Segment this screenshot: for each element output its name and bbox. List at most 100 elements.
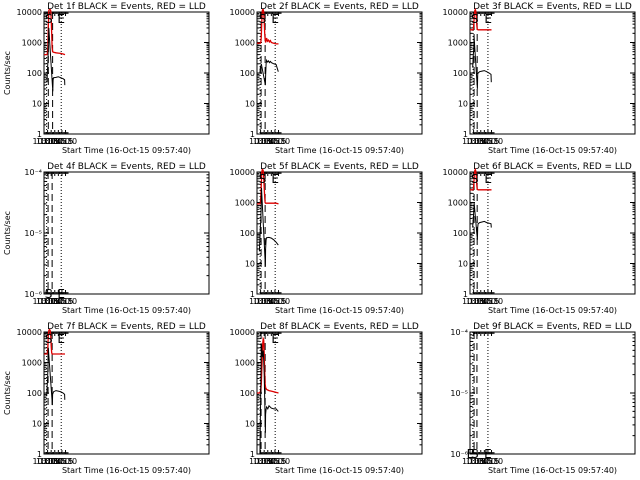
y-tick-label: 1 [463, 290, 468, 299]
y-axis-label: Counts/sec [3, 51, 12, 95]
y-tick-label: 100 [240, 69, 255, 78]
plot-frame [469, 171, 636, 295]
y-tick-label: 100 [240, 229, 255, 238]
marker-s: S [45, 332, 53, 346]
y-tick-label: 1 [463, 130, 468, 139]
x-tick-label: 11:30 [480, 457, 503, 466]
x-tick-label: 10:30 [253, 297, 276, 306]
x-tick-label: 10:15 [36, 457, 59, 466]
marker-e: E [484, 447, 492, 461]
y-tick-label: 10 [32, 420, 42, 429]
plot-frame [256, 11, 423, 135]
y-tick-label: 10⁻⁴ [450, 328, 468, 337]
x-tick-label: 10:45 [43, 297, 66, 306]
x-tick-label: 10:00 [32, 137, 55, 146]
x-tick-label: 10:00 [32, 457, 55, 466]
x-tick-label: 11:00 [47, 457, 70, 466]
y-tick-label: 10000 [443, 168, 468, 177]
x-tick-label: 11:00 [260, 457, 283, 466]
events-series-line [259, 58, 279, 86]
panel-8: Det 8f BLACK = Events, RED = LLD 10:1510:… [230, 322, 423, 475]
x-tick-label: 10:15 [462, 457, 485, 466]
x-tick-label: 11:30 [267, 457, 290, 466]
panel-title: Det 8f BLACK = Events, RED = LLD [260, 322, 419, 332]
x-tick-label: 10:45 [256, 137, 279, 146]
x-tick-label: 11:15 [263, 137, 286, 146]
y-tick-label: 100 [240, 389, 255, 398]
x-axis-label: Start Time (16-Oct-15 09:57:40) [488, 466, 617, 475]
panel-7: Det 7f BLACK = Events, RED = LLD 10:0010:… [3, 322, 210, 475]
x-tick-label: 10:15 [462, 137, 485, 146]
x-tick-label: 10:15 [36, 137, 59, 146]
panel-title: Det 1f BLACK = Events, RED = LLD [47, 2, 206, 12]
y-tick-label: 10 [32, 100, 42, 109]
y-tick-label: 10000 [230, 8, 255, 17]
x-tick-label: 10:45 [469, 457, 492, 466]
y-tick-label: 1000 [448, 39, 468, 48]
y-tick-label: 100 [27, 389, 42, 398]
x-tick-label: 10:30 [40, 297, 63, 306]
x-tick-label: 11:00 [47, 137, 70, 146]
x-tick-label: 10:15 [462, 297, 485, 306]
y-tick-label: 10 [245, 420, 255, 429]
x-tick-label: 11:00 [473, 297, 496, 306]
events-series-line [259, 344, 279, 454]
x-tick-label: 11:00 [473, 137, 496, 146]
y-tick-label: 1 [37, 130, 42, 139]
x-tick-label: 10:30 [466, 137, 489, 146]
panel-9: Det 9f BLACK = Events, RED = LLD 10:1510:… [450, 322, 636, 475]
marker-e: E [271, 332, 279, 346]
x-axis-label: Start Time (16-Oct-15 09:57:40) [488, 146, 617, 155]
marker-e: E [484, 172, 492, 186]
lld-series-line [44, 328, 65, 355]
x-tick-label: 10:00 [32, 297, 55, 306]
events-series-line [46, 27, 66, 92]
lld-series-line [257, 8, 279, 45]
x-tick-label: 10:15 [249, 137, 272, 146]
marker-s: S [259, 172, 267, 186]
panel-6: Det 6f BLACK = Events, RED = LLD 10:1510:… [443, 162, 636, 315]
panel-2: Det 2f BLACK = Events, RED = LLD 10:1510:… [230, 2, 423, 155]
y-axis-label: Counts/sec [3, 211, 12, 255]
x-tick-label: 11:30 [54, 297, 77, 306]
x-tick-label: 11:30 [54, 137, 77, 146]
panel-title: Det 6f BLACK = Events, RED = LLD [473, 162, 632, 172]
y-tick-label: 1 [37, 450, 42, 459]
marker-e: E [467, 447, 475, 461]
y-tick-label: 10⁻⁶ [450, 450, 468, 459]
lld-series-line [470, 7, 492, 31]
x-axis-label: Start Time (16-Oct-15 09:57:40) [62, 466, 191, 475]
y-tick-label: 100 [27, 69, 42, 78]
x-tick-label: 10:45 [256, 297, 279, 306]
plot-frame [256, 171, 423, 295]
y-tick-label: 10⁻⁵ [450, 389, 468, 398]
x-tick-label: 11:30 [267, 137, 290, 146]
marker-s: S [45, 287, 53, 301]
x-tick-label: 10:30 [40, 457, 63, 466]
y-tick-label: 10 [245, 100, 255, 109]
events-series-line [472, 37, 492, 89]
marker-e: E [271, 12, 279, 26]
y-tick-label: 10 [245, 260, 255, 269]
plot-frame [469, 11, 636, 135]
y-tick-label: 10 [458, 100, 468, 109]
plot-frame [469, 331, 636, 455]
x-tick-label: 10:15 [249, 297, 272, 306]
y-tick-label: 100 [453, 69, 468, 78]
x-tick-label: 11:00 [473, 457, 496, 466]
panel-title: Det 9f BLACK = Events, RED = LLD [473, 322, 632, 332]
x-tick-label: 11:15 [476, 457, 499, 466]
marker-e: E [484, 12, 492, 26]
x-axis-label: Start Time (16-Oct-15 09:57:40) [275, 466, 404, 475]
y-tick-label: 10 [458, 260, 468, 269]
x-tick-label: 11:30 [480, 137, 503, 146]
panel-title: Det 5f BLACK = Events, RED = LLD [260, 162, 419, 172]
x-tick-label: 10:15 [36, 297, 59, 306]
marker-s: S [259, 12, 267, 26]
events-series-line [46, 347, 66, 406]
y-tick-label: 1000 [235, 39, 255, 48]
x-tick-label: 10:45 [256, 457, 279, 466]
x-tick-label: 10:30 [253, 457, 276, 466]
x-tick-label: 11:00 [260, 297, 283, 306]
